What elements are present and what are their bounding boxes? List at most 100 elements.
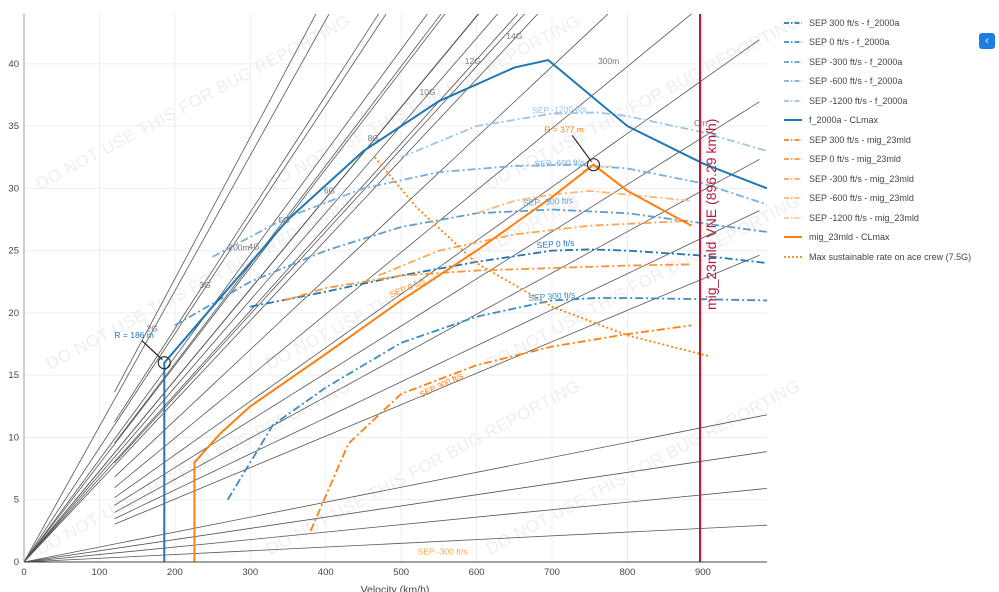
y-tick-label: 5 [14, 495, 19, 506]
g-line-label: 5G [279, 215, 290, 225]
g-line-label: 4G [248, 241, 259, 251]
radius-label: 300m [598, 56, 619, 66]
legend-label: SEP -300 ft/s - f_2000a [809, 56, 903, 67]
g-line [24, 487, 767, 562]
series-mig-23mld-clmax [193, 163, 693, 562]
legend-swatch [784, 21, 802, 24]
legend-label: SEP -600 ft/s - mig_23mld [809, 193, 914, 204]
legend-item[interactable]: SEP 300 ft/s - f_2000a [783, 13, 979, 33]
turn-radius-lines [114, 14, 760, 525]
chart-labels: mig_23mld VNE (896.29 km/h) 2G 3G 4G 5G 6G 8G 1… [114, 14, 719, 562]
x-tick-label: 100 [92, 567, 108, 578]
radius-line [114, 14, 526, 464]
g-line-label: 8G [368, 133, 379, 143]
legend-label: SEP -600 ft/s - f_2000a [809, 76, 903, 87]
annotation-marker [157, 356, 171, 370]
y-tick-label: 35 [8, 121, 19, 132]
radius-line [114, 101, 760, 506]
legend-label: SEP 0 ft/s - mig_23mld [809, 154, 901, 165]
legend-item[interactable]: SEP -1200 ft/s - f_2000a [783, 91, 979, 111]
y-tick-label: 15 [8, 370, 19, 381]
series-sep-600-ft-s-mig-23mld [476, 189, 692, 215]
annotation-label: R = 377 m [544, 124, 583, 134]
sep-label: SEP -300 ft/s [418, 547, 468, 557]
x-tick-label: 0 [21, 567, 26, 578]
x-tick-label: 300 [242, 567, 258, 578]
x-tick-label: 700 [544, 567, 560, 578]
g-line [24, 14, 499, 562]
g-line-label: 6G [324, 185, 335, 195]
radius-label: 200m [228, 243, 249, 253]
legend-swatch [784, 119, 802, 122]
legend-item[interactable]: SEP -1200 ft/s - mig_23mld [783, 208, 979, 228]
legend-label: SEP -1200 ft/s - mig_23mld [809, 212, 919, 223]
annotation-arrow [571, 134, 592, 163]
y-tick-label: 0 [14, 557, 19, 568]
radius-line [114, 14, 609, 478]
y-tick-label: 25 [8, 246, 19, 257]
series-max-sustainable-rate-on-ace-crew-7-5g- [374, 156, 711, 358]
g-line [24, 14, 480, 562]
series-sep-0-ft-s-mig-23mld [283, 263, 692, 302]
g-line-label: 2G [147, 324, 158, 334]
g-line-label: 14G [506, 31, 522, 41]
legend-item[interactable]: Max sustainable rate on ace crew (7.5G) [783, 247, 979, 267]
g-line [24, 14, 539, 562]
series-sep-1200-ft-s-f-2000a [400, 111, 767, 159]
radius-line [114, 14, 692, 488]
legend-swatch [784, 41, 802, 44]
y-tick-label: 40 [8, 59, 19, 70]
annotation-arrow [141, 340, 163, 361]
sep-label: SEP -600 ft/s [534, 157, 584, 169]
series-layer [163, 58, 767, 562]
radius-line [114, 39, 760, 499]
legend-item[interactable]: SEP -600 ft/s - mig_23mld [783, 189, 979, 209]
annotation-label: R = 186 m [114, 330, 153, 340]
x-tick-label: 600 [469, 567, 485, 578]
g-line [24, 14, 519, 562]
x-tick-label: 800 [620, 567, 636, 578]
legend-item[interactable]: SEP -600 ft/s - f_2000a [783, 72, 979, 92]
radius-label: Cm [694, 118, 707, 128]
legend-item[interactable]: SEP -300 ft/s - mig_23mld [783, 169, 979, 189]
legend-label: Max sustainable rate on ace crew (7.5G) [809, 251, 972, 262]
radius-line [114, 14, 317, 393]
g-line [24, 14, 387, 562]
series-sep-600-ft-s-f-2000a [212, 163, 767, 258]
y-tick-label: 30 [8, 183, 19, 194]
sep-label: SEP -1200 ft/s [532, 103, 587, 115]
legend-label: SEP 300 ft/s - mig_23mld [809, 134, 911, 145]
legend-swatch [784, 158, 802, 161]
legend-swatch [784, 236, 802, 239]
chevron-left-icon[interactable]: ‹ [979, 33, 995, 49]
legend-swatch [784, 80, 802, 83]
radius-line [114, 14, 379, 423]
x-axis-title: Velocity (km/h) [361, 584, 430, 592]
legend-item[interactable]: SEP -300 ft/s - f_2000a [783, 52, 979, 72]
g-line-label: 10G [420, 87, 436, 97]
legend-item[interactable]: f_2000a - CLmax [783, 111, 979, 131]
legend-item[interactable]: mig_23mld - CLmax [783, 228, 979, 248]
legend-label: f_2000a - CLmax [809, 115, 879, 126]
g-line [24, 414, 767, 562]
series-sep-0-ft-s-f-2000a [226, 297, 767, 501]
legend-swatch [784, 177, 802, 180]
radius-line [114, 210, 760, 520]
legend-label: SEP -300 ft/s - mig_23mld [809, 173, 914, 184]
g-line [24, 451, 767, 562]
radius-line [114, 254, 760, 525]
series-sep-300-ft-s-f-2000a [250, 248, 767, 308]
load-factor-lines [24, 14, 767, 562]
radius-line [114, 14, 442, 444]
x-tick-label: 400 [318, 567, 334, 578]
chart-axes: 0 100 200 300 400 500 600 700 800 900 0 5 10 15 20 25 30… [8, 14, 767, 578]
sep-label: SEP 300 ft/s [528, 290, 576, 303]
legend-item[interactable]: SEP 0 ft/s - f_2000a [783, 33, 979, 53]
legend-label: SEP 300 ft/s - f_2000a [809, 17, 900, 28]
legend-item[interactable]: SEP 300 ft/s - mig_23mld [783, 130, 979, 150]
legend-item[interactable]: SEP 0 ft/s - mig_23mld [783, 150, 979, 170]
g-line-label: 3G [199, 280, 210, 290]
g-line-label: 12G [465, 56, 481, 66]
legend-swatch [784, 60, 802, 63]
